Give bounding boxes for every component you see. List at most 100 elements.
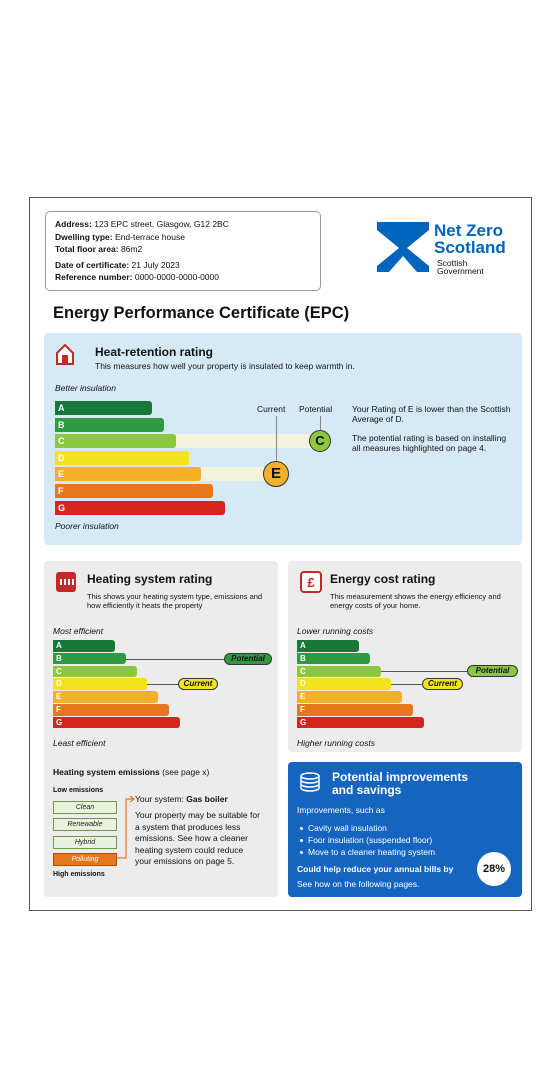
rating-bar: G: [55, 500, 226, 515]
rating-bar: A: [55, 401, 152, 415]
highlight: [200, 467, 276, 482]
item: Move to a cleaner heating system: [300, 847, 435, 857]
guide-line: [147, 684, 178, 686]
rating-bar: D: [55, 450, 189, 465]
logo-line: Net Zero: [434, 221, 503, 240]
scale-label: Better insulation: [55, 383, 116, 393]
section-title: Heat-retention rating: [95, 345, 214, 359]
field-value: 123 EPC street, Glasgow, G12 2BC: [94, 219, 229, 229]
rating-bar: A: [297, 640, 359, 652]
system-label: Your system:: [135, 794, 184, 804]
field-label: Date of certificate:: [55, 259, 130, 270]
rating-bar: G: [297, 716, 424, 729]
rating-bar: D: [297, 678, 392, 690]
address-field: Dwelling type: End-terrace house: [55, 232, 185, 242]
logo-line: Scotland: [434, 238, 506, 257]
guide-line: [125, 658, 224, 660]
item: Cavity wall insulation: [300, 823, 387, 833]
rating-bar: B: [55, 417, 165, 432]
scale-label: Poorer insulation: [55, 521, 119, 531]
field-label: Address:: [55, 219, 92, 229]
section-subtitle: This measurement shows the energy effici…: [330, 592, 501, 610]
rating-bar: B: [53, 652, 126, 665]
rating-pill: Potential: [224, 652, 272, 665]
scale-label: Lower running costs: [297, 626, 374, 636]
scale-label: Least efficient: [53, 738, 106, 748]
intro: Improvements, such as: [297, 805, 385, 815]
logo-sub: Scottish: [437, 258, 468, 268]
address-box: [45, 211, 321, 291]
highlight: [176, 434, 320, 449]
address-field: Date of certificate: 21 July 2023: [55, 260, 180, 270]
note: The potential rating is based on install…: [352, 433, 507, 453]
guide-line: [320, 416, 321, 442]
saving: 28%: [477, 852, 511, 886]
rating-bar: D: [53, 678, 148, 690]
scale-label: Higher running costs: [297, 738, 375, 748]
section-title: Energy cost rating: [330, 572, 436, 586]
rating-bar: C: [55, 434, 177, 449]
emissions-text: Your property may be suitable for a syst…: [135, 810, 260, 866]
heater-icon: [56, 572, 76, 592]
field-value: 0000-0000-0000-0000: [134, 272, 219, 282]
logo-icon: [377, 222, 429, 272]
emissions-title: Heating system emissions (see page x): [53, 767, 209, 777]
rating-bar: C: [53, 665, 137, 678]
page-title: Energy Performance Certificate (EPC): [53, 304, 350, 322]
address-field: Total floor area: 86m2: [55, 244, 142, 254]
rating-bar: E: [55, 467, 201, 482]
scale-label: Low emissions: [53, 787, 104, 794]
guide-line: [276, 416, 277, 475]
pound-icon: £: [300, 571, 322, 593]
rating-circle: C: [309, 430, 331, 453]
rating-pill: Current: [178, 678, 218, 691]
rating-circle: E: [263, 461, 289, 488]
logo-sub: Government: [437, 266, 484, 276]
bullet: [300, 839, 303, 842]
savings-text: Could help reduce your annual bills by: [297, 864, 454, 874]
svg-text:£: £: [307, 575, 315, 590]
rating-bar: B: [297, 652, 370, 665]
bullet: [300, 827, 303, 830]
footer: See how on the following pages.: [297, 879, 420, 889]
guide-line: [391, 684, 422, 686]
rating-bar: F: [53, 704, 169, 716]
rating-pill: Current: [422, 678, 463, 691]
guide-line: [380, 671, 467, 673]
scale-label: High emissions: [53, 871, 105, 878]
certificate: [29, 197, 532, 911]
emissions-heading: Heating system emissions: [53, 767, 160, 777]
rating-pill: Potential: [467, 665, 518, 678]
section-title: Potential improvements and savings: [332, 770, 469, 797]
field-value: 86m2: [120, 244, 143, 254]
emission-level: Polluting: [53, 852, 117, 866]
field-label: Dwelling type:: [55, 231, 113, 242]
rating-bar: E: [297, 691, 403, 703]
field-label: Total floor area:: [55, 244, 119, 254]
emissions-note: (see page x): [162, 767, 210, 777]
emission-level: Clean: [53, 801, 117, 814]
section-title: Heating system rating: [87, 572, 213, 586]
rating-bar: E: [53, 691, 159, 703]
system-value: Gas boiler: [186, 794, 228, 804]
arrow: [115, 795, 135, 859]
scale-label: Most efficient: [53, 626, 104, 636]
rating-bar: C: [297, 665, 381, 678]
rating-bar: G: [53, 716, 180, 729]
bullet: [300, 851, 303, 854]
column-label: Current: [257, 404, 286, 414]
rating-bar: A: [53, 640, 115, 652]
rating-bar: F: [297, 704, 413, 716]
item: Foor insulation (suspended floor): [300, 835, 432, 845]
section-subtitle: This shows your heating system type, emi…: [87, 592, 263, 610]
field-label: Reference number:: [55, 272, 133, 282]
emission-level: Hybrid: [53, 835, 117, 849]
system: Your system: Gas boiler: [135, 794, 228, 804]
address-field: Reference number: 0000-0000-0000-0000: [55, 272, 219, 282]
coins-icon: [300, 772, 320, 792]
emission-level: Renewable: [53, 818, 117, 832]
house-icon: [56, 343, 74, 365]
note: Your Rating of E is lower than the Scott…: [352, 404, 511, 424]
address-field: Address: 123 EPC street, Glasgow, G12 2B…: [55, 219, 229, 229]
